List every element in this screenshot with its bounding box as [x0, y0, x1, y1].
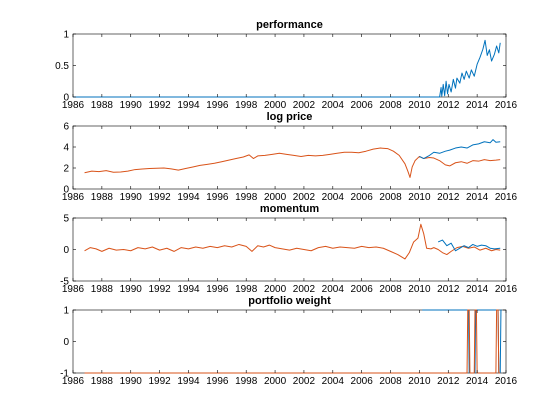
series-line-log-price-1: [84, 147, 501, 178]
x-tick-label: 1996: [206, 284, 229, 295]
x-tick-label: 2006: [351, 376, 374, 387]
subplot-portfolio-weight: portfolio weight 1986 1988 1990 1992 1994 199…: [60, 295, 517, 387]
x-tick-label: 2016: [495, 376, 518, 387]
x-tick-label: 1990: [120, 100, 143, 111]
y-tick-label: 4: [63, 143, 69, 154]
x-tick-label: 2016: [495, 284, 518, 295]
axes-momentum: [72, 217, 507, 282]
x-tick-label: 1996: [206, 100, 229, 111]
series-line-portfolio-weight-2: [84, 309, 501, 374]
y-tick-label: 1: [63, 306, 69, 317]
x-tick-label: 2000: [264, 284, 287, 295]
y-tick-label: 0.5: [55, 61, 69, 72]
x-tick-label: 2004: [322, 100, 345, 111]
x-tick-label: 1994: [177, 376, 200, 387]
subplot-performance: performance 1986 1988 1990 1992 1994 1996 1998…: [55, 19, 517, 111]
series-line-momentum-2: [437, 239, 501, 252]
x-tick-label: 1994: [177, 192, 200, 203]
x-tick-label: 1986: [62, 284, 85, 295]
y-tick-label: 0: [63, 245, 69, 256]
axes-portfolio-weight: [72, 309, 507, 374]
x-tick-label: 2010: [408, 284, 431, 295]
x-tick-label: 2016: [495, 192, 518, 203]
title-performance: performance: [256, 19, 323, 31]
x-tick-label: 2012: [437, 284, 460, 295]
x-tick-label: 1998: [235, 284, 258, 295]
x-tick-label: 1996: [206, 376, 229, 387]
x-tick-label: 1986: [62, 192, 85, 203]
y-tick-label: 2: [63, 164, 69, 175]
x-tick-label: 2000: [264, 376, 287, 387]
x-tick-label: 2004: [322, 376, 345, 387]
y-tick-label: 0: [63, 185, 69, 196]
title-portfolio-weight: portfolio weight: [248, 295, 331, 307]
x-tick-label: 2010: [408, 376, 431, 387]
x-tick-label: 1988: [91, 100, 114, 111]
x-tick-label: 1990: [120, 376, 143, 387]
x-tick-label: 1990: [120, 284, 143, 295]
x-tick-label: 2000: [264, 192, 287, 203]
x-tick-label: 1998: [235, 192, 258, 203]
y-tick-label: 0: [63, 337, 69, 348]
series-line-performance-1: [73, 39, 501, 98]
x-tick-label: 2014: [466, 284, 489, 295]
x-tick-label: 2002: [293, 284, 316, 295]
y-tick-label: -1: [60, 369, 69, 380]
x-tick-label: 1992: [148, 284, 171, 295]
x-tick-label: 2014: [466, 100, 489, 111]
x-tick-label: 2004: [322, 192, 345, 203]
x-tick-label: 1992: [148, 376, 171, 387]
x-tick-label: 2002: [293, 100, 316, 111]
x-tick-label: 2012: [437, 376, 460, 387]
y-tick-label: 6: [63, 122, 69, 133]
x-tick-label: 2000: [264, 100, 287, 111]
x-tick-label: 1992: [148, 100, 171, 111]
x-tick-label: 2014: [466, 192, 489, 203]
x-tick-label: 1986: [62, 100, 85, 111]
x-tick-label: 2004: [322, 284, 345, 295]
x-tick-label: 2008: [379, 376, 402, 387]
subplot-log-price: log price 1986 1988 1990 1992 1994 1996 1998 20…: [62, 111, 518, 203]
x-tick-label: 2012: [437, 100, 460, 111]
x-tick-label: 2016: [495, 100, 518, 111]
series-line-momentum-1: [84, 223, 501, 260]
x-tick-label: 2010: [408, 192, 431, 203]
x-tick-label: 2008: [379, 100, 402, 111]
series-line-portfolio-weight-1: [422, 309, 502, 374]
x-tick-label: 1992: [148, 192, 171, 203]
x-tick-label: 1994: [177, 284, 200, 295]
x-tick-label: 2006: [351, 284, 374, 295]
y-tick-label: 1: [63, 30, 69, 41]
x-tick-label: 2008: [379, 284, 402, 295]
x-tick-label: 1994: [177, 100, 200, 111]
x-tick-label: 2014: [466, 376, 489, 387]
series-line-log-price-2: [419, 139, 501, 160]
x-tick-label: 2002: [293, 192, 316, 203]
x-tick-label: 1988: [91, 192, 114, 203]
x-tick-label: 1990: [120, 192, 143, 203]
x-tick-label: 1986: [62, 376, 85, 387]
subplot-momentum: momentum 1986 1988 1990 1992 1994 1996 1998 200…: [60, 203, 517, 295]
x-tick-label: 2006: [351, 192, 374, 203]
y-tick-label: -5: [60, 277, 69, 288]
x-tick-label: 1988: [91, 376, 114, 387]
x-tick-label: 2006: [351, 100, 374, 111]
y-tick-label: 0: [63, 93, 69, 104]
title-momentum: momentum: [260, 203, 320, 215]
x-tick-label: 2012: [437, 192, 460, 203]
title-log-price: log price: [267, 111, 313, 123]
y-tick-label: 5: [63, 214, 69, 225]
x-tick-label: 2002: [293, 376, 316, 387]
x-tick-label: 2008: [379, 192, 402, 203]
x-tick-label: 1998: [235, 100, 258, 111]
axes-log-price: [72, 125, 507, 190]
x-tick-label: 1988: [91, 284, 114, 295]
x-tick-label: 1998: [235, 376, 258, 387]
axes-performance: [72, 33, 507, 98]
x-tick-label: 2010: [408, 100, 431, 111]
x-tick-label: 1996: [206, 192, 229, 203]
